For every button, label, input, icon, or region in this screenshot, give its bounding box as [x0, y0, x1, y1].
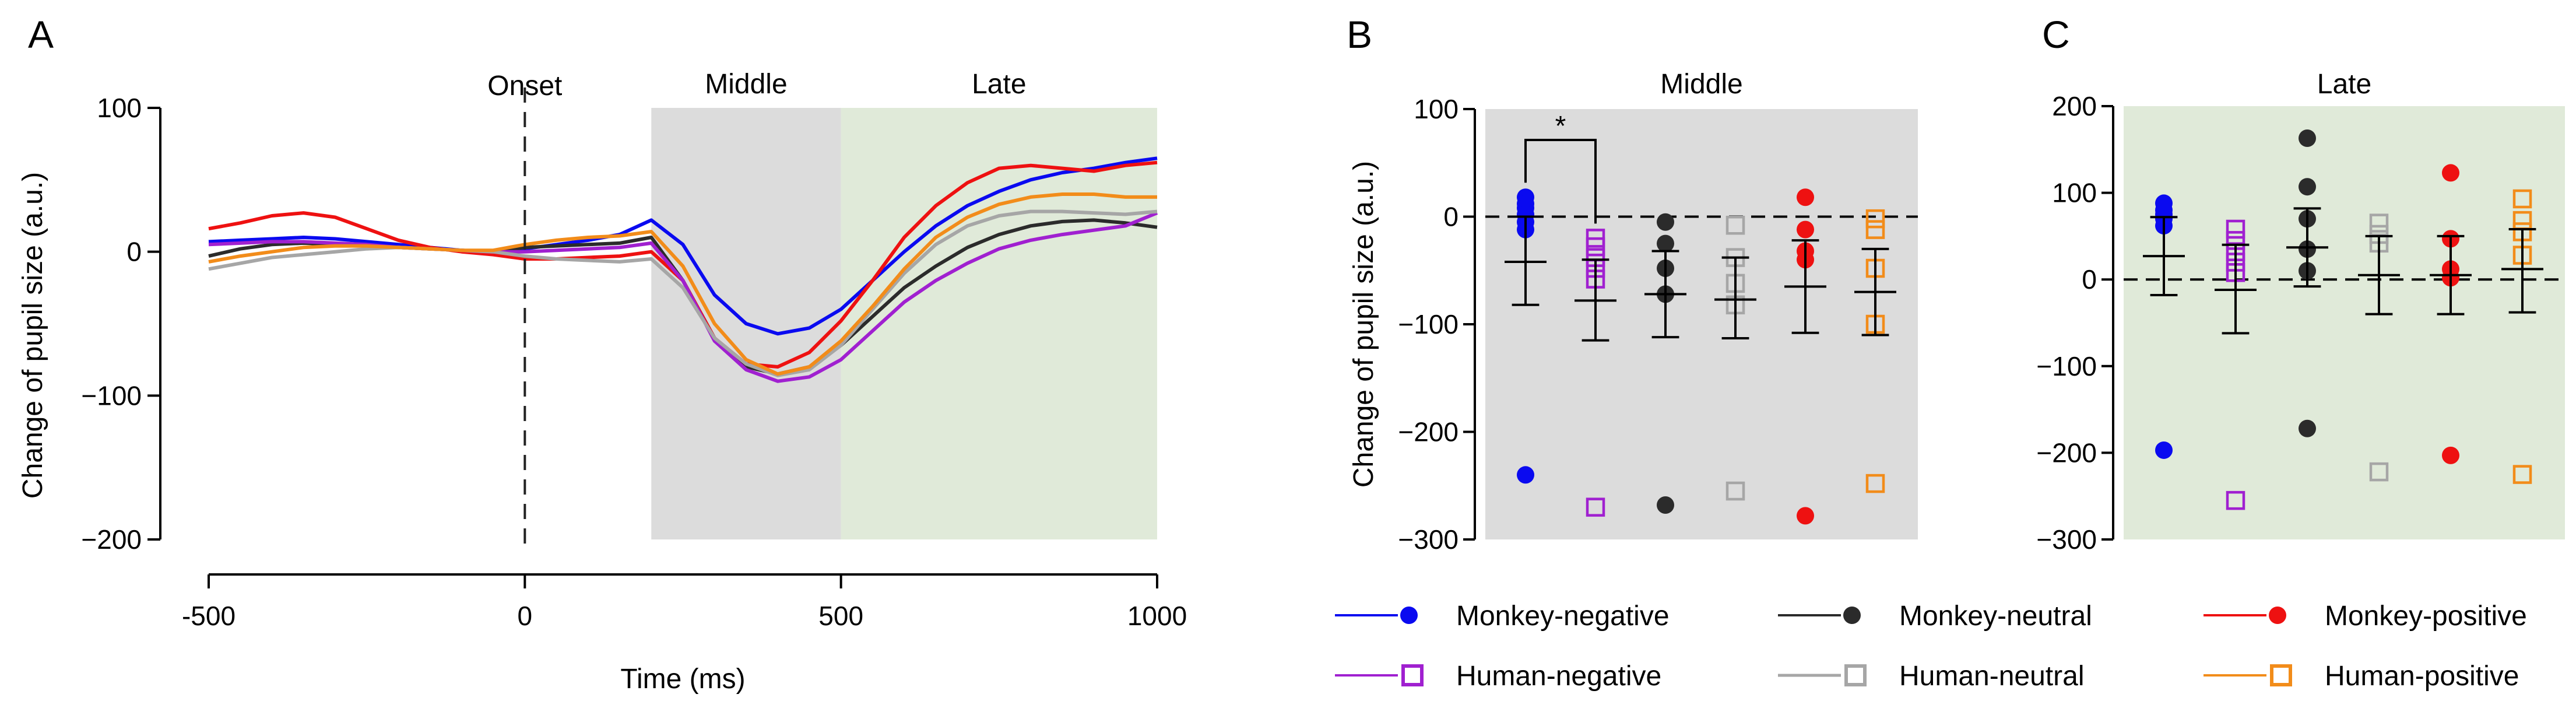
point-monkey-positive — [2442, 164, 2459, 182]
point-monkey-neutral — [2299, 129, 2316, 147]
legend-marker-monkey-neutral — [1843, 607, 1861, 624]
y-tick-label: −200 — [1398, 417, 1459, 447]
x-axis-label: Time (ms) — [620, 664, 745, 695]
legend-label-human-neutral: Human-neutral — [1899, 661, 2084, 692]
trace-human-neutral — [208, 209, 1158, 377]
point-human-positive — [2512, 189, 2532, 209]
point-monkey-negative — [1517, 466, 1534, 484]
panel-b-scatter: 100 0 −100 −200 −300 Middle Change of pupil … — [1348, 69, 1918, 555]
point-monkey-positive — [1797, 188, 1814, 206]
point-monkey-positive — [1797, 220, 1814, 239]
legend-label-human-negative: Human-negative — [1456, 661, 1661, 692]
legend-marker-human-neutral — [1844, 664, 1867, 686]
point-human-neutral — [2369, 462, 2389, 482]
late-window-shade — [841, 108, 1157, 539]
point-monkey-negative — [2155, 441, 2173, 459]
y-tick-label: −100 — [2036, 351, 2097, 381]
legend-marker-human-negative — [1401, 664, 1424, 686]
y-tick-label: 0 — [2082, 264, 2097, 295]
legend-label-monkey-negative: Monkey-negative — [1456, 601, 1670, 632]
point-human-negative — [1586, 237, 1605, 257]
y-tick-label: −100 — [1398, 309, 1459, 339]
y-tick-label: −200 — [81, 524, 142, 555]
point-monkey-positive — [2442, 446, 2459, 464]
panel-a-letter: A — [28, 13, 54, 56]
middle-plot-background — [1485, 109, 1918, 539]
panel-c-scatter: 200 100 0 −100 −200 −300 Late — [2036, 69, 2565, 555]
point-human-negative — [1586, 497, 1605, 517]
trace-monkey-negative — [208, 156, 1158, 336]
middle-window-label: Middle — [705, 69, 787, 100]
panel-a-line-chart: 1000−100−200-500 0 500 1000 Onset Middle La… — [17, 69, 1187, 695]
legend-marker-monkey-negative — [1400, 607, 1418, 624]
significance-bracket — [1524, 139, 1597, 224]
late-title: Late — [2317, 69, 2371, 100]
point-human-neutral — [2369, 213, 2389, 233]
y-tick-label: 100 — [1414, 94, 1459, 124]
legend-marker-human-positive — [2270, 664, 2292, 686]
x-tick-label: 500 — [818, 601, 863, 631]
late-scatter-content: 200 100 0 −100 −200 −300 — [2036, 91, 2565, 555]
point-monkey-neutral — [1657, 213, 1674, 231]
legend: Monkey-negative Monkey-neutral Monkey-posi… — [1335, 601, 2527, 692]
point-human-neutral — [1725, 481, 1745, 501]
y-axis-label: Change of pupil size (a.u.) — [17, 172, 48, 499]
point-monkey-neutral — [1657, 496, 1674, 514]
late-plot-background — [2124, 106, 2565, 539]
trace-human-positive — [208, 192, 1157, 376]
point-human-positive — [2512, 465, 2532, 484]
point-monkey-neutral — [2299, 419, 2316, 437]
point-human-negative — [2226, 219, 2245, 239]
onset-label: Onset — [487, 71, 562, 101]
panel-a-axes: 1000−100−200-500 0 500 1000 — [81, 93, 1187, 631]
point-human-negative — [2226, 490, 2245, 510]
point-human-neutral — [1725, 216, 1745, 235]
y-axis-label-b: Change of pupil size (a.u.) — [1348, 161, 1379, 488]
panel-c-letter: C — [2042, 13, 2070, 56]
point-human-positive — [1865, 474, 1885, 493]
point-monkey-neutral — [2299, 178, 2316, 196]
legend-label-monkey-neutral: Monkey-neutral — [1899, 601, 2092, 632]
y-tick-label: −100 — [81, 380, 142, 411]
y-tick-label: 0 — [126, 237, 142, 267]
significance-star: * — [1555, 111, 1566, 142]
y-tick-label: −200 — [2036, 437, 2097, 468]
y-tick-label: 200 — [2052, 91, 2097, 121]
legend-label-monkey-positive: Monkey-positive — [2325, 601, 2527, 632]
point-monkey-neutral — [1657, 234, 1674, 253]
x-tick-label: -500 — [182, 601, 236, 631]
legend-label-human-positive: Human-positive — [2325, 661, 2519, 692]
point-monkey-positive — [1797, 507, 1814, 525]
x-tick-label: 0 — [518, 601, 533, 631]
y-tick-label: −300 — [1398, 524, 1459, 555]
x-tick-label: 1000 — [1127, 601, 1187, 631]
late-window-label: Late — [972, 69, 1026, 100]
y-tick-label: −300 — [2036, 524, 2097, 555]
point-human-positive — [1865, 220, 1885, 239]
pupil-traces — [208, 156, 1158, 383]
y-tick-label: 100 — [97, 93, 142, 123]
legend-marker-monkey-positive — [2269, 607, 2286, 624]
point-human-positive — [1865, 209, 1885, 229]
panel-b-letter: B — [1347, 13, 1372, 56]
y-tick-label: 0 — [1443, 202, 1459, 232]
middle-scatter-content: 100 0 −100 −200 −300 — [1398, 94, 1918, 555]
y-tick-label: 100 — [2052, 178, 2097, 208]
middle-title: Middle — [1660, 69, 1742, 100]
